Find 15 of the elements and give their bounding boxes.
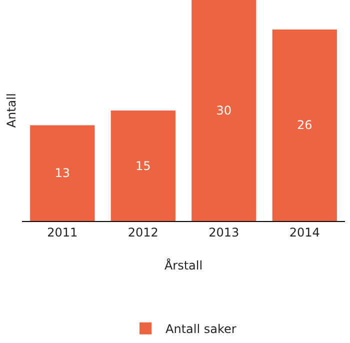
bar	[272, 29, 337, 221]
x-tick-label: 2014	[289, 225, 320, 240]
data-label: 13	[54, 166, 70, 180]
y-axis-title: Antall	[4, 93, 18, 128]
x-tick-label: 2011	[47, 225, 78, 240]
bar	[192, 0, 256, 221]
data-label: 30	[216, 104, 232, 118]
bar	[110, 110, 176, 221]
data-label: 26	[296, 118, 312, 132]
x-axis-title: Årstall	[164, 257, 203, 272]
x-tick-label: 2013	[208, 225, 240, 240]
x-tick-label: 2012	[128, 225, 158, 240]
data-label: 15	[135, 158, 151, 173]
bar	[30, 125, 95, 221]
legend-label: Antall saker	[166, 322, 236, 336]
